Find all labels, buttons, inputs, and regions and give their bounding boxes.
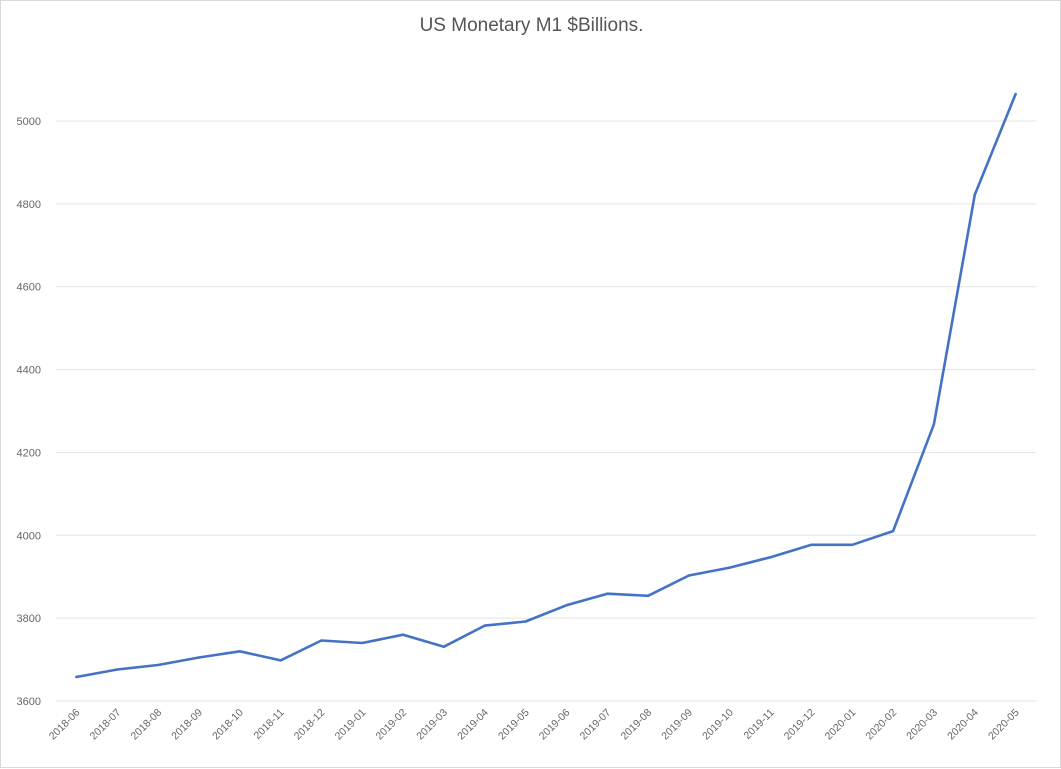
data-point-2019-09 (687, 574, 691, 577)
x-tick-label-2019-06: 2019-06 (537, 707, 573, 743)
data-point-2018-09 (197, 656, 201, 659)
data-point-2019-08 (646, 594, 650, 597)
x-tick-label-2019-09: 2019-09 (659, 707, 695, 743)
x-tick-label-2019-12: 2019-12 (782, 707, 818, 743)
data-point-2019-01 (361, 641, 364, 645)
data-point-2020-05 (1014, 92, 1017, 96)
series-line-M1 (75, 92, 1017, 679)
x-tick-label-2020-05: 2020-05 (986, 707, 1022, 743)
data-point-2019-05 (524, 620, 527, 623)
y-tick-label-5000: 5000 (17, 116, 41, 128)
x-tick-label-2018-10: 2018-10 (210, 707, 246, 743)
data-point-2019-07 (606, 592, 609, 595)
x-tick-label-2020-03: 2020-03 (904, 707, 940, 743)
data-point-2019-06 (565, 604, 568, 607)
x-tick-label-2018-09: 2018-09 (169, 707, 205, 743)
x-tick-label-2019-11: 2019-11 (742, 707, 777, 742)
x-tick-label-2018-06: 2018-06 (47, 707, 83, 743)
y-tick-label-4600: 4600 (17, 282, 41, 294)
data-point-2019-04 (483, 624, 486, 627)
data-point-2019-02 (401, 633, 405, 636)
y-tick-label-4800: 4800 (17, 199, 41, 211)
x-tick-label-2019-05: 2019-05 (496, 707, 532, 743)
data-point-2018-07 (116, 668, 119, 671)
x-tick-label-2019-08: 2019-08 (618, 707, 654, 743)
x-tick-label-2018-07: 2018-07 (88, 707, 124, 743)
y-tick-label-3600: 3600 (17, 696, 41, 708)
data-point-2019-11 (769, 556, 772, 559)
x-tick-label-2020-02: 2020-02 (863, 707, 899, 743)
x-tick-label-2020-01: 2020-01 (823, 707, 859, 743)
data-point-2018-10 (238, 650, 241, 653)
x-tick-label-2018-11: 2018-11 (252, 707, 287, 742)
data-point-2019-10 (728, 566, 731, 569)
y-tick-label-4000: 4000 (17, 530, 41, 542)
x-tick-label-2019-07: 2019-07 (578, 707, 614, 743)
x-tick-label-2018-08: 2018-08 (128, 707, 164, 743)
data-point-2020-02 (891, 529, 895, 533)
x-tick-label-2019-03: 2019-03 (414, 707, 450, 743)
data-point-2020-01 (851, 543, 854, 547)
data-point-2018-11 (279, 659, 282, 662)
data-point-2019-12 (810, 543, 813, 547)
x-tick-label-2019-01: 2019-01 (333, 707, 369, 743)
data-point-2019-03 (442, 645, 446, 648)
data-point-2018-06 (75, 675, 78, 679)
chart-title: US Monetary M1 $Billions. (419, 15, 644, 36)
y-tick-label-4200: 4200 (17, 447, 41, 459)
x-tick-label-2018-12: 2018-12 (292, 707, 328, 743)
x-tick-label-2019-10: 2019-10 (700, 707, 736, 743)
x-tick-label-2019-04: 2019-04 (455, 707, 491, 743)
data-point-2018-08 (156, 663, 160, 667)
data-point-2020-04 (973, 193, 976, 196)
x-tick-label-2020-04: 2020-04 (945, 707, 981, 743)
y-tick-label-4400: 4400 (17, 365, 41, 377)
data-point-2018-12 (320, 639, 323, 642)
y-tick-label-3800: 3800 (17, 613, 41, 625)
data-point-2020-03 (932, 423, 936, 426)
x-tick-label-2019-02: 2019-02 (373, 707, 409, 743)
